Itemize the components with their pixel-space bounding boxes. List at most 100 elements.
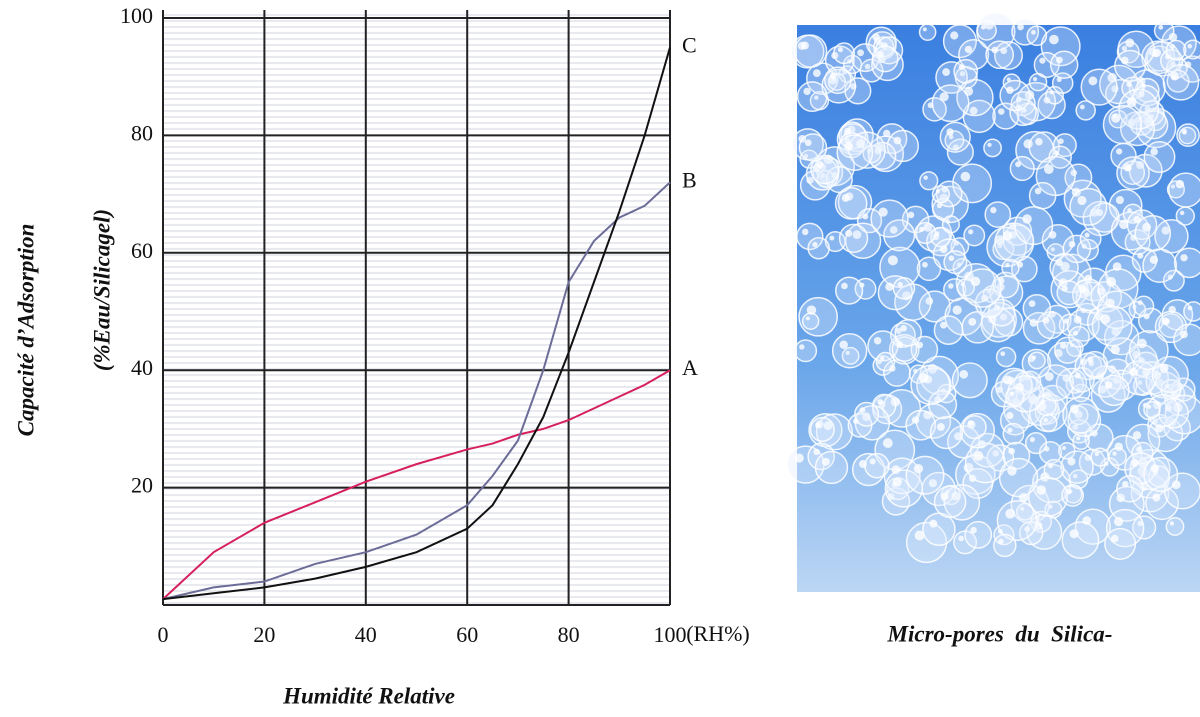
bead-highlight	[970, 526, 977, 534]
bead-highlight	[922, 261, 928, 268]
bead-highlight	[969, 106, 978, 115]
bead-highlight	[820, 173, 825, 179]
bead-highlight	[946, 128, 954, 136]
bead-highlight	[914, 530, 925, 541]
bead	[976, 20, 997, 41]
bead-highlight	[803, 153, 809, 159]
bead-highlight	[960, 171, 971, 182]
bead	[1079, 227, 1102, 250]
y-tick-label: 100	[120, 3, 153, 28]
bead	[1004, 387, 1025, 407]
bead-highlight	[959, 369, 969, 379]
bead	[1039, 414, 1058, 432]
bead-highlight	[1150, 147, 1158, 156]
bead	[1134, 215, 1172, 252]
bead-highlight	[816, 161, 824, 169]
bead	[1061, 484, 1085, 507]
bead-highlight	[877, 51, 884, 58]
bead-highlight	[993, 304, 1001, 312]
bead-highlight	[1132, 350, 1141, 359]
bead-highlight	[1122, 480, 1129, 488]
x-axis-title: Humidité Relative	[282, 683, 455, 708]
bead-highlight	[923, 223, 933, 232]
bead-highlight	[922, 27, 927, 32]
bead-highlight	[1147, 404, 1152, 409]
bead-highlight	[1006, 412, 1014, 420]
bead-highlight	[1006, 86, 1014, 94]
bead-highlight	[1017, 23, 1024, 31]
bead-highlight	[1168, 32, 1178, 42]
bead-highlight	[1044, 372, 1054, 381]
bead-highlight	[1180, 330, 1188, 339]
bead-highlight	[1142, 368, 1151, 377]
bead	[871, 45, 899, 73]
bead	[1102, 104, 1143, 145]
bead-highlight	[813, 448, 820, 456]
bead-highlight	[1050, 247, 1055, 252]
bead-highlight	[812, 69, 821, 78]
bead-highlight	[804, 139, 812, 147]
series-line	[162, 181, 671, 601]
bead-highlight	[1161, 226, 1170, 235]
bead-highlight	[958, 64, 965, 71]
bead-highlight	[1170, 44, 1176, 50]
bead	[983, 138, 1002, 158]
bead-highlight	[1115, 196, 1124, 205]
bead-highlight	[799, 344, 805, 350]
y-axis-subtitle: (%Eau/Silicagel)	[89, 209, 114, 371]
bead-highlight	[844, 142, 854, 151]
bead-highlight	[1142, 222, 1151, 232]
bead-highlight	[1170, 184, 1176, 189]
bead	[870, 199, 909, 238]
series-line	[162, 369, 671, 600]
bead	[933, 485, 967, 519]
bead-highlight	[1062, 374, 1070, 382]
bead-highlight	[1007, 427, 1013, 433]
bead-highlight	[1126, 81, 1132, 87]
silica-beads	[786, 11, 1200, 564]
bead	[962, 414, 987, 440]
bead	[964, 520, 993, 549]
bead-highlight	[1066, 489, 1072, 495]
bead-highlight	[907, 211, 915, 219]
bead-highlight	[1040, 472, 1050, 482]
bead-highlight	[1187, 43, 1193, 49]
bead-highlight	[812, 241, 818, 248]
bead-highlight	[1039, 57, 1046, 64]
x-tick-label: 100	[654, 622, 687, 647]
bead	[1068, 325, 1090, 348]
bead	[918, 23, 937, 41]
bead-highlight	[1020, 506, 1025, 511]
bead-highlight	[1111, 113, 1121, 123]
bead	[1002, 422, 1025, 445]
bead-highlight	[968, 317, 977, 326]
bead	[1091, 305, 1133, 347]
bead-highlight	[1036, 485, 1047, 495]
bead	[1001, 258, 1020, 278]
bead-highlight	[923, 175, 928, 180]
bead-highlight	[1034, 187, 1042, 195]
y-tick-label: 40	[131, 355, 153, 380]
bead-highlight	[1187, 305, 1193, 311]
bead-highlight	[939, 92, 949, 102]
bead-highlight	[866, 148, 872, 153]
bead-highlight	[900, 325, 907, 332]
bead	[838, 223, 869, 254]
bead-highlight	[1009, 391, 1014, 397]
bead	[962, 268, 1002, 308]
bead-highlight	[1120, 56, 1129, 65]
bead-highlight	[1181, 128, 1187, 135]
bead-highlight	[1123, 163, 1132, 172]
bead	[1142, 248, 1178, 284]
bead	[963, 224, 986, 247]
bead-highlight	[1164, 404, 1173, 412]
bead-highlight	[991, 46, 999, 54]
bead-highlight	[815, 422, 822, 429]
bead	[1024, 432, 1048, 455]
bead-highlight	[1000, 47, 1008, 55]
bead-highlight	[1126, 97, 1137, 108]
bead-highlight	[1072, 424, 1079, 431]
bead-highlight	[1179, 210, 1185, 216]
bead	[953, 58, 979, 84]
bead	[931, 84, 970, 123]
